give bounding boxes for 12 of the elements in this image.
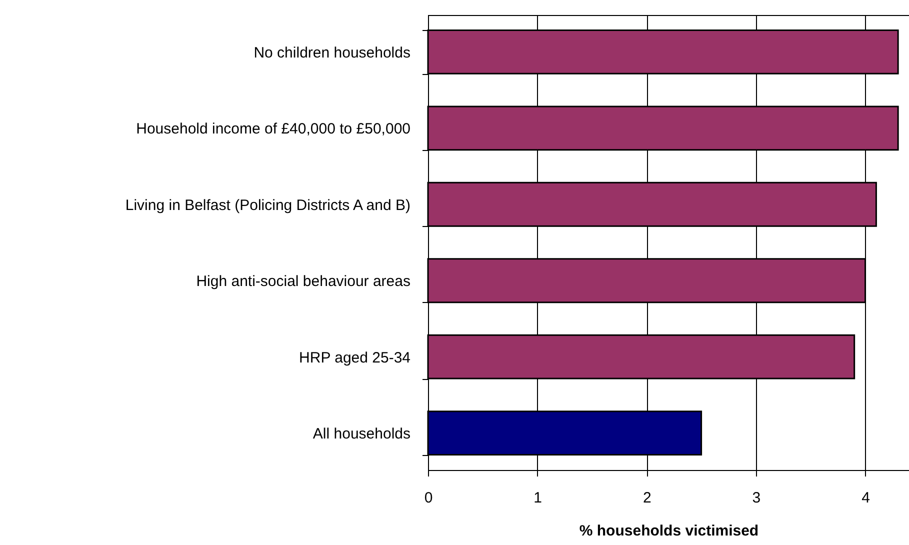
- y-tick-label: No children households: [254, 44, 410, 62]
- y-tick-label: High anti-social behaviour areas: [196, 273, 410, 290]
- y-tick-label: HRP aged 25-34: [299, 349, 410, 366]
- x-tick-label: 0: [424, 490, 433, 506]
- x-axis-title: % households victimised: [579, 522, 759, 540]
- x-tick-label: 3: [752, 490, 761, 506]
- y-tick-label: Household income of £40,000 to £50,000: [136, 120, 410, 138]
- x-tick-label: 2: [642, 490, 652, 506]
- x-tick-label: 1: [534, 490, 542, 506]
- x-tick-label: 4: [862, 490, 870, 506]
- y-tick-label: Living in Belfast (Policing Districts A and B): [125, 196, 411, 214]
- y-tick-label: All households: [312, 426, 410, 443]
